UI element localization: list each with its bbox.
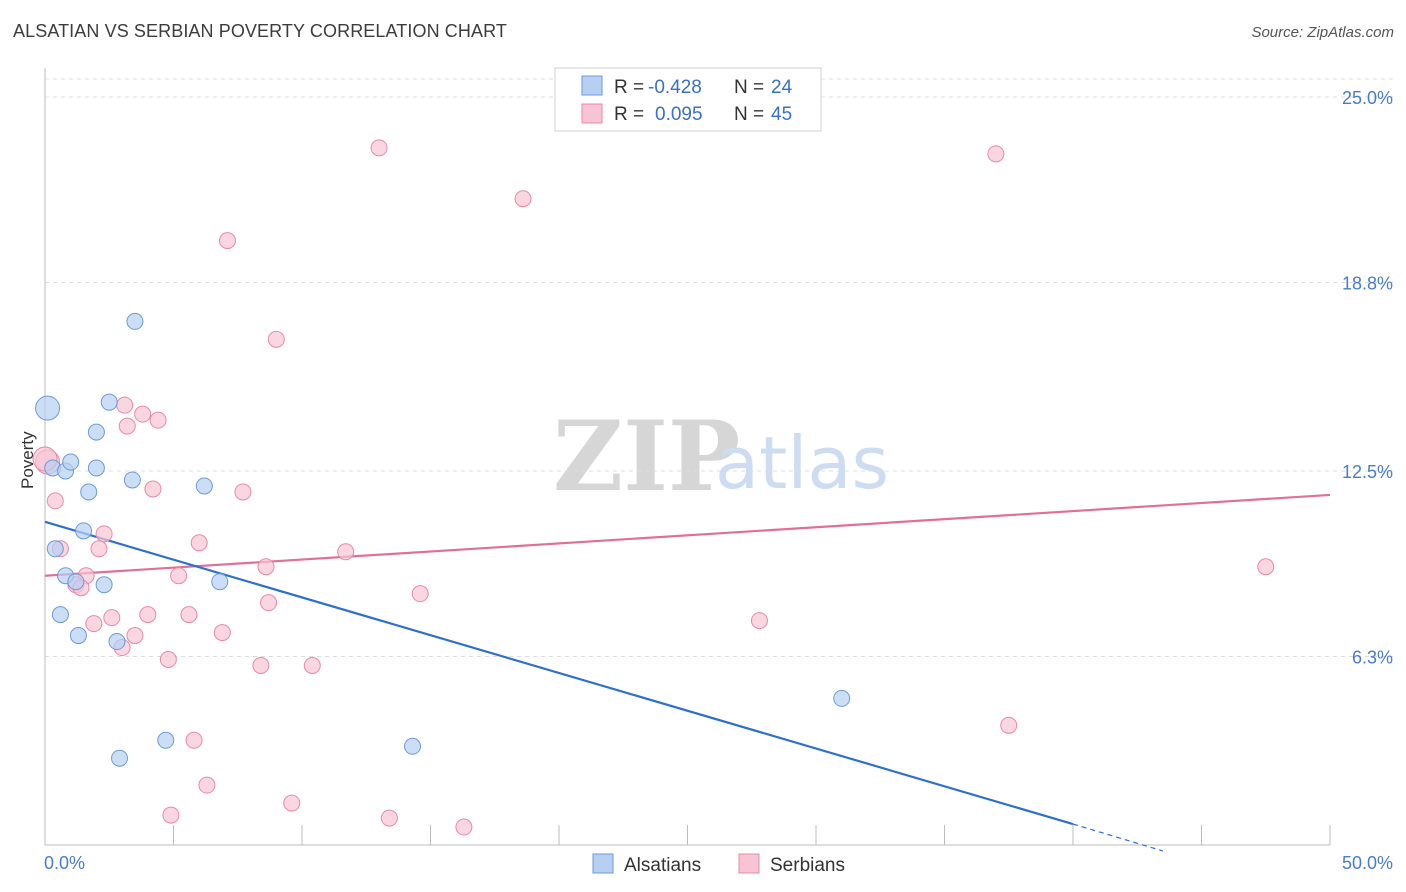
serbian-point-4	[987, 145, 1005, 163]
axes	[44, 68, 1331, 846]
bottom-legend-swatch-serbians	[738, 853, 760, 874]
serbian-point-3	[514, 190, 532, 208]
serbian-point-31	[126, 627, 144, 645]
trend-line-alsatians-extension	[1072, 823, 1164, 852]
serbian-point-41	[162, 806, 180, 824]
serbian-point-40	[283, 794, 301, 812]
serbian-point-32	[213, 624, 231, 642]
chart-title: ALSATIAN VS SERBIAN POVERTY CORRELATION …	[13, 21, 507, 41]
legend-r-value-1: -0.428	[648, 77, 702, 98]
bottom-legend-alsatians: Alsatians	[624, 855, 701, 876]
alsatian-point-11	[75, 522, 93, 540]
serbian-point-18	[257, 558, 275, 576]
series-legend: Alsatians Serbians	[592, 853, 845, 876]
serbian-point-2	[370, 139, 388, 157]
serbian-point-36	[303, 656, 321, 674]
watermark-atlas: atlas	[715, 421, 889, 505]
serbian-point-35	[252, 656, 270, 674]
serbian-point-1	[46, 492, 64, 510]
grid-lines	[45, 78, 1395, 658]
alsatian-point-5	[87, 459, 105, 477]
alsatian-point-8	[80, 483, 98, 501]
legend-n-value-1: 24	[771, 77, 793, 98]
alsatian-point-14	[67, 573, 85, 591]
legend-r-label-2: R =	[614, 104, 644, 125]
alsatian-point-9	[123, 471, 141, 489]
serbian-point-34	[159, 650, 177, 668]
serbian-point-43	[455, 818, 473, 836]
y-tick-label-0: 6.3%	[1352, 648, 1393, 668]
alsatian-point-6	[126, 312, 144, 330]
serbian-point-15	[190, 534, 208, 552]
alsatian-point-20	[833, 689, 851, 707]
serbian-point-27	[139, 606, 157, 624]
watermark-zip: ZIP	[553, 400, 740, 513]
serbian-point-8	[134, 405, 152, 423]
serbian-point-9	[149, 411, 167, 429]
alsatian-point-21	[157, 731, 175, 749]
legend-n-label-1: N =	[734, 77, 764, 98]
legend-swatch-serbians	[581, 103, 603, 124]
serbian-point-37	[1000, 716, 1018, 734]
source-label: Source: ZipAtlas.com	[1251, 24, 1394, 41]
legend-r-label-1: R =	[614, 77, 644, 98]
x-tick-label-0: 0.0%	[44, 853, 85, 873]
x-tick-label-1: 50.0%	[1342, 853, 1393, 873]
alsatian-point-3	[62, 453, 80, 471]
legend-n-value-2: 45	[771, 104, 792, 125]
alsatian-point-7	[100, 393, 118, 411]
y-axis-title: Poverty	[18, 431, 37, 489]
alsatian-point-17	[51, 606, 69, 624]
correlation-legend: R = -0.428 N = 24 R = 0.095 N = 45	[554, 67, 822, 132]
serbian-point-11	[144, 480, 162, 498]
alsatian-point-4	[87, 423, 105, 441]
serbian-point-12	[234, 483, 252, 501]
serbian-point-16	[90, 540, 108, 558]
serbian-point-10	[118, 417, 136, 435]
serbian-point-14	[95, 525, 113, 543]
serbian-point-17	[337, 543, 355, 561]
trend-lines	[44, 493, 1331, 852]
serbian-point-42	[380, 809, 398, 827]
alsatian-point-16	[211, 573, 229, 591]
serbian-point-25	[1257, 558, 1275, 576]
legend-swatch-alsatians	[581, 75, 603, 96]
alsatian-point-19	[108, 633, 126, 651]
serbian-point-7	[116, 396, 134, 414]
y-tick-label-3: 25.0%	[1342, 88, 1393, 108]
serbian-point-5	[218, 232, 236, 250]
tick-labels: 6.3% 12.5% 18.8% 25.0% 0.0% 50.0%	[44, 88, 1393, 873]
serbian-point-26	[103, 609, 121, 627]
y-tick-label-1: 12.5%	[1342, 462, 1393, 482]
alsatian-point-22	[404, 737, 422, 755]
serbian-point-39	[198, 776, 216, 794]
alsatian-point-0	[35, 395, 61, 421]
serbian-point-23	[411, 585, 429, 603]
alsatian-point-18	[69, 627, 87, 645]
serbian-point-24	[260, 594, 278, 612]
serbian-point-6	[267, 330, 285, 348]
data-points	[32, 139, 1275, 836]
legend-n-label-2: N =	[734, 104, 764, 125]
trend-line-alsatians	[44, 520, 1074, 826]
bottom-legend-serbians: Serbians	[770, 855, 845, 876]
legend-r-value-2: 0.095	[655, 104, 703, 125]
serbian-point-28	[180, 606, 198, 624]
serbian-point-29	[750, 612, 768, 630]
serbian-point-19	[170, 567, 188, 585]
alsatian-point-23	[111, 749, 129, 767]
alsatian-point-12	[46, 540, 64, 558]
y-tick-label-2: 18.8%	[1342, 274, 1393, 294]
bottom-legend-swatch-alsatians	[592, 853, 614, 874]
alsatian-point-10	[195, 477, 213, 495]
serbian-point-30	[85, 615, 103, 633]
serbian-point-38	[185, 731, 203, 749]
alsatian-point-15	[95, 576, 113, 594]
